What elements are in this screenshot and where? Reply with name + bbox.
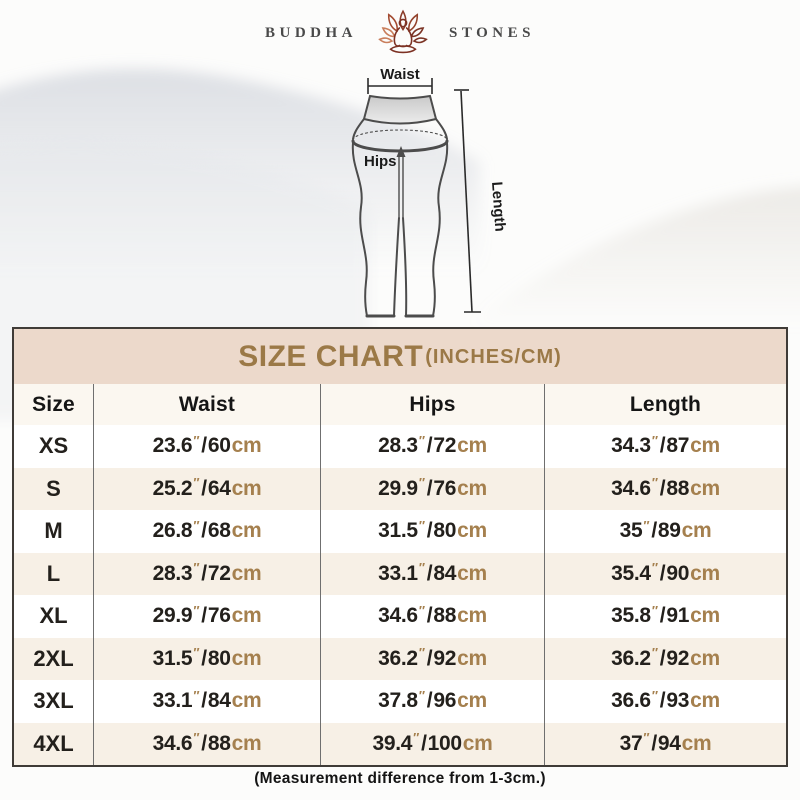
size-chart-title-band: SIZE CHART (INCHES/CM): [14, 329, 786, 384]
hips-cell: 37.8 ″/96 cm: [321, 680, 545, 723]
table-header-row: Size Waist Hips Length: [14, 384, 786, 425]
size-cell: M: [14, 510, 94, 553]
size-chart-panel: SIZE CHART (INCHES/CM) Size Waist Hips L…: [12, 327, 788, 767]
length-cell: 36.6 ″/93 cm: [611, 687, 720, 713]
size-cell: 2XL: [14, 637, 94, 680]
length-cell: 35 ″/89 cm: [619, 517, 712, 543]
waist-label: Waist: [380, 66, 419, 83]
hips-cell: 29.9 ″/76 cm: [321, 467, 545, 510]
length-cell: 35.8 ″/91 cm: [611, 602, 720, 628]
length-cell: 35.4 ″/90 cm: [611, 560, 720, 585]
size-cell: XS: [14, 425, 94, 468]
table-body: XS 23.6 ″/60 cm 28.3 ″/72 cm 34.3 ″/87 cm S 25.2 ″/6…: [14, 425, 786, 765]
hips-cell: 36.2 ″/92 cm: [321, 637, 545, 680]
leggings-sketch: [351, 94, 449, 318]
length-measure-line: [454, 89, 481, 313]
length-label: Length: [488, 181, 508, 232]
table-row: 3XL 33.1 ″/84 cm 37.8 ″/96 cm 36.6 ″/93 cm: [14, 680, 786, 723]
table-row: XS 23.6 ″/60 cm 28.3 ″/72 cm 34.3 ″/87 cm: [14, 425, 786, 468]
column-header-size: Size: [14, 384, 94, 425]
length-cell: 36.2 ″/92 cm: [611, 645, 720, 670]
table-row: L 28.3 ″/72 cm 33.1 ″/84 cm 35.4 ″/90 cm: [14, 552, 786, 595]
hips-label: Hips: [364, 153, 397, 170]
table-row: M 26.8 ″/68 cm 31.5 ″/80 cm 35 ″/89 cm: [14, 510, 786, 553]
hips-cell: 39.4 ″/100 cm: [321, 722, 545, 765]
lotus-meditation-icon: [378, 9, 428, 53]
size-chart-title: SIZE CHART: [238, 339, 424, 373]
waist-cell: 34.6 ″/88 cm: [94, 722, 321, 765]
table-row: S 25.2 ″/64 cm 29.9 ″/76 cm 34.6 ″/88 cm: [14, 467, 786, 510]
length-cell: 34.6 ″/88 cm: [611, 475, 720, 500]
table-row: 2XL 31.5 ″/80 cm 36.2 ″/92 cm 36.2 ″/92 cm: [14, 637, 786, 680]
hips-cell: 34.6 ″/88 cm: [321, 595, 545, 638]
hips-cell: 31.5 ″/80 cm: [321, 510, 545, 553]
table-row: 4XL 34.6 ″/88 cm 39.4 ″/100 cm 37 ″/94 cm: [14, 722, 786, 765]
hips-cell: 33.1 ″/84 cm: [321, 552, 545, 595]
brand-header: BUDDHA STONES: [0, 5, 800, 61]
measurement-note: (Measurement difference from 1-3cm.): [254, 770, 546, 787]
size-cell: XL: [14, 595, 94, 638]
waist-cell: 28.3 ″/72 cm: [94, 552, 321, 595]
column-header-waist: Waist: [94, 384, 321, 425]
waist-cell: 29.9 ″/76 cm: [94, 595, 321, 638]
waist-cell: 25.2 ″/64 cm: [94, 467, 321, 510]
size-chart-title-suffix: (INCHES/CM): [425, 346, 562, 368]
waist-cell: 23.6 ″/60 cm: [94, 425, 321, 468]
waist-cell: 31.5 ″/80 cm: [94, 637, 321, 680]
size-cell: L: [14, 552, 94, 595]
size-cell: S: [14, 467, 94, 510]
waist-cell: 26.8 ″/68 cm: [94, 510, 321, 553]
leggings-measurement-diagram: Waist Hips Length: [351, 66, 508, 318]
size-cell: 4XL: [14, 722, 94, 765]
size-cell: 3XL: [14, 680, 94, 723]
column-header-hips: Hips: [321, 384, 545, 425]
waist-cell: 33.1 ″/84 cm: [94, 680, 321, 723]
column-header-length: Length: [629, 392, 702, 416]
length-cell: 37 ″/94 cm: [619, 730, 712, 755]
brand-word-left: BUDDHA: [265, 24, 358, 41]
waist-measure-line: [367, 78, 433, 94]
table-row: XL 29.9 ″/76 cm 34.6 ″/88 cm 35.8 ″/91 cm: [14, 595, 786, 638]
length-cell: 34.3 ″/87 cm: [611, 432, 720, 458]
brand-word-right: STONES: [449, 24, 535, 41]
hips-cell: 28.3 ″/72 cm: [321, 425, 545, 468]
